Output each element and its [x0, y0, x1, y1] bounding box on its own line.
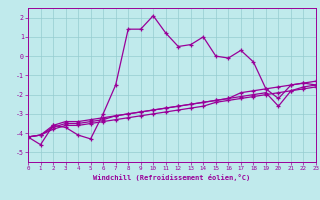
X-axis label: Windchill (Refroidissement éolien,°C): Windchill (Refroidissement éolien,°C) — [93, 174, 251, 181]
